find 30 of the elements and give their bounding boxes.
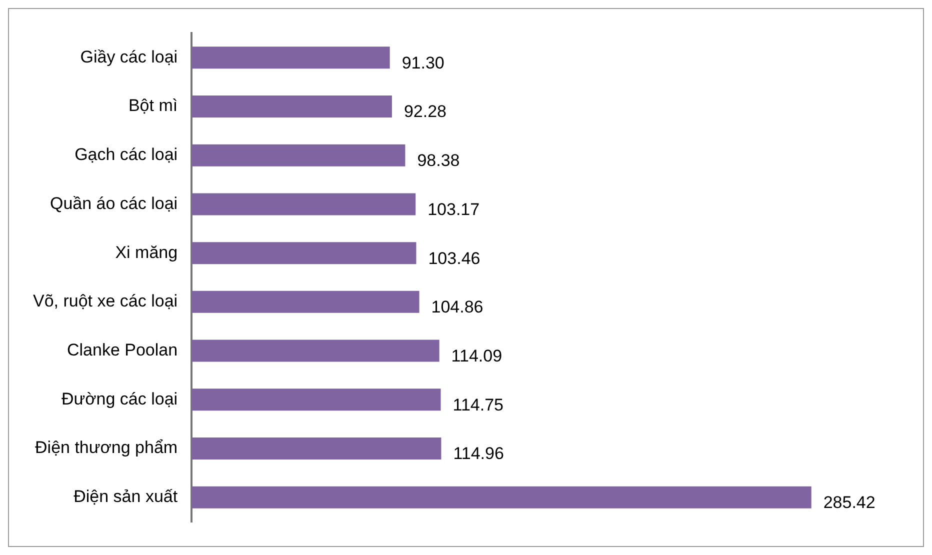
y-tick-label: Võ, ruột xe các loại <box>32 292 178 311</box>
data-label: 103.17 <box>428 200 480 219</box>
bar <box>192 242 416 264</box>
data-label: 91.30 <box>402 53 444 72</box>
bar <box>192 144 406 166</box>
data-label: 114.75 <box>452 395 504 414</box>
bar <box>192 438 442 460</box>
data-label: 114.96 <box>453 444 504 464</box>
y-tick-label: Gạch các loại <box>74 145 178 164</box>
y-tick-label: Xi măng <box>115 242 178 262</box>
data-label: 104.86 <box>431 298 484 317</box>
data-label: 285.42 <box>823 493 876 512</box>
bar <box>192 340 440 362</box>
bar <box>192 290 420 313</box>
bar <box>192 486 812 508</box>
y-tick-label: Quần áo các loại <box>50 194 178 213</box>
bar <box>192 46 390 69</box>
y-tick-label: Giầy các loại <box>80 47 178 66</box>
data-label: 114.09 <box>451 346 502 366</box>
data-label: 92.28 <box>404 102 446 122</box>
y-tick-label: Bột mì <box>128 96 178 116</box>
bar <box>192 193 416 216</box>
bar <box>192 388 441 411</box>
y-tick-label: Đường các loại <box>61 389 178 408</box>
data-label: 103.46 <box>428 248 480 268</box>
y-tick-label: Điện thương phẩm <box>35 438 178 458</box>
data-label: 98.38 <box>417 151 460 170</box>
y-tick-label: Clanke Poolan <box>66 340 178 360</box>
bar <box>192 95 392 118</box>
y-tick-label: Điện sản xuất <box>74 487 178 506</box>
